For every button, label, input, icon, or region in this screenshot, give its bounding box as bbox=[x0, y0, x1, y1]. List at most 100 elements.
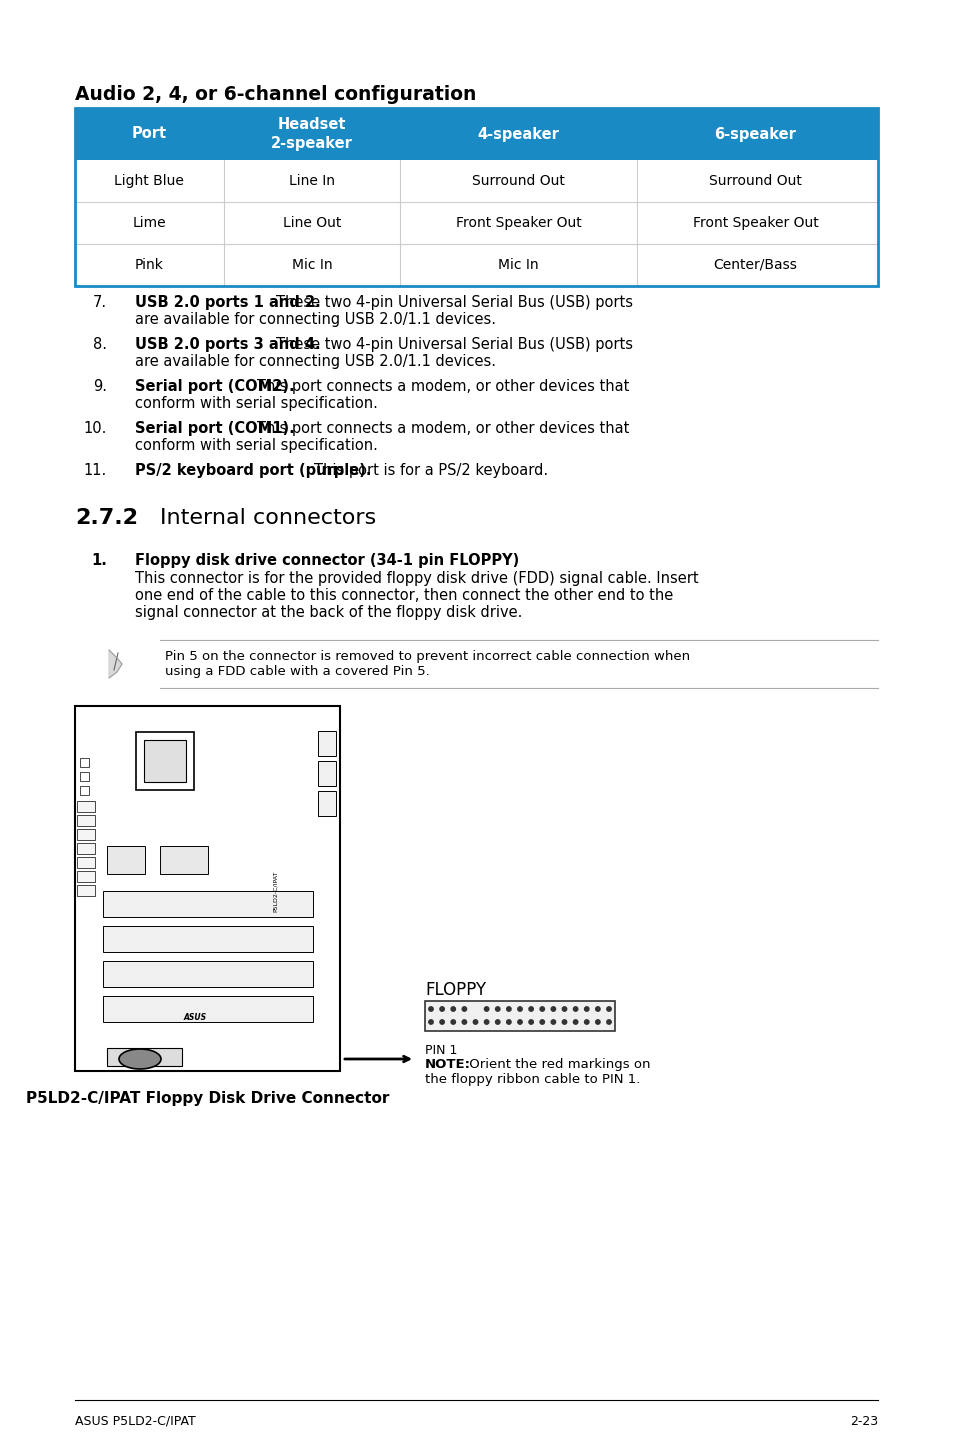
Text: 11.: 11. bbox=[84, 463, 107, 477]
Bar bbox=[103, 892, 313, 917]
Circle shape bbox=[428, 1007, 433, 1011]
Text: Surround Out: Surround Out bbox=[708, 174, 801, 188]
Bar bbox=[75, 160, 877, 201]
Circle shape bbox=[451, 1020, 455, 1024]
Text: 2.7.2: 2.7.2 bbox=[75, 508, 138, 528]
Text: Pin 5 on the connector is removed to prevent incorrect cable connection when: Pin 5 on the connector is removed to pre… bbox=[165, 650, 689, 663]
Text: 1.: 1. bbox=[91, 554, 107, 568]
Text: Audio 2, 4, or 6-channel configuration: Audio 2, 4, or 6-channel configuration bbox=[75, 85, 476, 104]
Text: Surround Out: Surround Out bbox=[472, 174, 564, 188]
Text: P5LD2-C/IPAT Floppy Disk Drive Connector: P5LD2-C/IPAT Floppy Disk Drive Connector bbox=[26, 1091, 389, 1106]
Bar bbox=[80, 787, 89, 795]
Text: conform with serial specification.: conform with serial specification. bbox=[135, 395, 377, 411]
Text: Serial port (COM1).: Serial port (COM1). bbox=[135, 421, 294, 436]
Circle shape bbox=[539, 1020, 544, 1024]
Circle shape bbox=[584, 1007, 588, 1011]
Bar bbox=[77, 857, 95, 869]
Text: PS/2 keyboard port (purple).: PS/2 keyboard port (purple). bbox=[135, 463, 371, 477]
Circle shape bbox=[573, 1007, 578, 1011]
Bar bbox=[77, 815, 95, 825]
Circle shape bbox=[584, 1020, 588, 1024]
Text: Line Out: Line Out bbox=[282, 216, 341, 230]
Text: Headset
2-speaker: Headset 2-speaker bbox=[271, 118, 353, 151]
Text: FLOPPY: FLOPPY bbox=[424, 981, 486, 999]
Text: using a FDD cable with a covered Pin 5.: using a FDD cable with a covered Pin 5. bbox=[165, 664, 429, 677]
Ellipse shape bbox=[119, 1048, 161, 1068]
Circle shape bbox=[595, 1007, 599, 1011]
Text: This port is for a PS/2 keyboard.: This port is for a PS/2 keyboard. bbox=[314, 463, 548, 477]
Bar bbox=[103, 961, 313, 986]
Bar bbox=[77, 801, 95, 812]
Text: Serial port (COM2).: Serial port (COM2). bbox=[135, 380, 294, 394]
Text: These two 4-pin Universal Serial Bus (USB) ports: These two 4-pin Universal Serial Bus (US… bbox=[275, 295, 632, 311]
Text: Lime: Lime bbox=[132, 216, 166, 230]
Text: 4-speaker: 4-speaker bbox=[477, 127, 559, 141]
Text: This port connects a modem, or other devices that: This port connects a modem, or other dev… bbox=[256, 380, 628, 394]
Text: This connector is for the provided floppy disk drive (FDD) signal cable. Insert: This connector is for the provided flopp… bbox=[135, 571, 698, 587]
Bar bbox=[77, 828, 95, 840]
Text: USB 2.0 ports 3 and 4.: USB 2.0 ports 3 and 4. bbox=[135, 336, 320, 352]
Text: the floppy ribbon cable to PIN 1.: the floppy ribbon cable to PIN 1. bbox=[424, 1073, 639, 1086]
Bar bbox=[75, 108, 877, 160]
Bar bbox=[80, 758, 89, 766]
Text: Orient the red markings on: Orient the red markings on bbox=[464, 1058, 650, 1071]
Text: 7.: 7. bbox=[92, 295, 107, 311]
Text: ASUS P5LD2-C/IPAT: ASUS P5LD2-C/IPAT bbox=[75, 1415, 195, 1428]
Text: Mic In: Mic In bbox=[292, 257, 332, 272]
Bar bbox=[424, 1001, 615, 1031]
Circle shape bbox=[539, 1007, 544, 1011]
Bar bbox=[317, 761, 335, 787]
Circle shape bbox=[606, 1007, 611, 1011]
Circle shape bbox=[484, 1020, 488, 1024]
Circle shape bbox=[428, 1020, 433, 1024]
Circle shape bbox=[561, 1007, 566, 1011]
Circle shape bbox=[484, 1007, 488, 1011]
Text: Front Speaker Out: Front Speaker Out bbox=[692, 216, 818, 230]
Circle shape bbox=[451, 1007, 455, 1011]
Bar bbox=[75, 108, 877, 286]
Circle shape bbox=[439, 1020, 444, 1024]
Text: 8.: 8. bbox=[92, 336, 107, 352]
Text: Internal connectors: Internal connectors bbox=[160, 508, 375, 528]
Bar bbox=[75, 244, 877, 286]
Bar bbox=[160, 846, 208, 874]
Bar bbox=[103, 926, 313, 952]
Circle shape bbox=[561, 1020, 566, 1024]
Circle shape bbox=[495, 1007, 499, 1011]
Bar bbox=[77, 871, 95, 881]
Text: Mic In: Mic In bbox=[497, 257, 538, 272]
Text: Pink: Pink bbox=[134, 257, 164, 272]
Circle shape bbox=[551, 1007, 555, 1011]
Bar bbox=[77, 843, 95, 854]
Circle shape bbox=[495, 1020, 499, 1024]
Circle shape bbox=[606, 1020, 611, 1024]
Circle shape bbox=[506, 1007, 511, 1011]
Text: ASUS: ASUS bbox=[183, 1014, 207, 1022]
Bar bbox=[107, 846, 145, 874]
Bar bbox=[107, 1048, 182, 1066]
Text: Front Speaker Out: Front Speaker Out bbox=[456, 216, 581, 230]
Text: Center/Bass: Center/Bass bbox=[713, 257, 797, 272]
Circle shape bbox=[517, 1020, 521, 1024]
Circle shape bbox=[595, 1020, 599, 1024]
Bar bbox=[80, 772, 89, 781]
Circle shape bbox=[506, 1020, 511, 1024]
Text: Port: Port bbox=[132, 127, 167, 141]
Text: 6-speaker: 6-speaker bbox=[714, 127, 796, 141]
Text: conform with serial specification.: conform with serial specification. bbox=[135, 439, 377, 453]
Bar bbox=[317, 731, 335, 756]
Text: USB 2.0 ports 1 and 2.: USB 2.0 ports 1 and 2. bbox=[135, 295, 320, 311]
Circle shape bbox=[461, 1007, 466, 1011]
Text: are available for connecting USB 2.0/1.1 devices.: are available for connecting USB 2.0/1.1… bbox=[135, 312, 496, 326]
Polygon shape bbox=[109, 650, 122, 677]
Bar bbox=[75, 201, 877, 244]
Text: signal connector at the back of the floppy disk drive.: signal connector at the back of the flop… bbox=[135, 605, 522, 620]
Text: 9.: 9. bbox=[92, 380, 107, 394]
Bar bbox=[136, 732, 193, 789]
Text: This port connects a modem, or other devices that: This port connects a modem, or other dev… bbox=[256, 421, 628, 436]
Circle shape bbox=[528, 1020, 533, 1024]
Text: 2-23: 2-23 bbox=[849, 1415, 877, 1428]
Bar bbox=[77, 884, 95, 896]
Bar bbox=[103, 997, 313, 1022]
Circle shape bbox=[473, 1020, 477, 1024]
